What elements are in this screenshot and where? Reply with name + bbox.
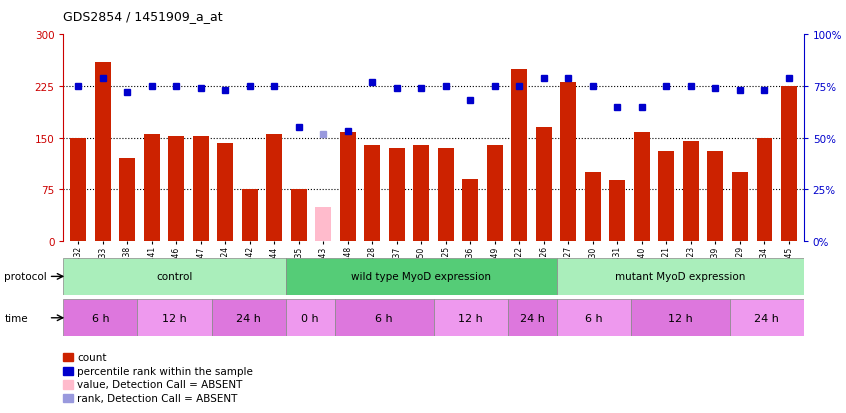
- Bar: [137, 299, 212, 337]
- Bar: [557, 299, 631, 337]
- Text: percentile rank within the sample: percentile rank within the sample: [77, 366, 253, 376]
- Text: 24 h: 24 h: [755, 313, 779, 323]
- Bar: [70, 138, 86, 242]
- Bar: [487, 145, 503, 242]
- Bar: [193, 137, 209, 242]
- Bar: [683, 142, 699, 242]
- Bar: [266, 135, 283, 242]
- Bar: [729, 299, 804, 337]
- Bar: [732, 173, 748, 242]
- Bar: [119, 159, 135, 242]
- Text: 12 h: 12 h: [668, 313, 693, 323]
- Text: protocol: protocol: [4, 272, 47, 282]
- Text: 0 h: 0 h: [301, 313, 319, 323]
- Bar: [95, 63, 111, 242]
- Text: 6 h: 6 h: [585, 313, 602, 323]
- Bar: [285, 258, 557, 295]
- Bar: [335, 299, 433, 337]
- Bar: [316, 207, 332, 242]
- Bar: [212, 299, 285, 337]
- Text: control: control: [157, 272, 193, 282]
- Text: 6 h: 6 h: [376, 313, 393, 323]
- Text: mutant MyoD expression: mutant MyoD expression: [615, 272, 745, 282]
- Bar: [631, 299, 729, 337]
- Bar: [291, 190, 307, 242]
- Bar: [560, 83, 576, 242]
- Bar: [756, 138, 772, 242]
- Bar: [63, 299, 137, 337]
- Bar: [585, 173, 601, 242]
- Text: 12 h: 12 h: [162, 313, 187, 323]
- Bar: [63, 258, 285, 295]
- Text: time: time: [4, 313, 28, 323]
- Bar: [781, 87, 797, 242]
- Text: 12 h: 12 h: [459, 313, 483, 323]
- Bar: [658, 152, 674, 242]
- Bar: [365, 145, 380, 242]
- Bar: [508, 299, 557, 337]
- Bar: [463, 180, 478, 242]
- Text: rank, Detection Call = ABSENT: rank, Detection Call = ABSENT: [77, 393, 238, 403]
- Bar: [217, 144, 233, 242]
- Bar: [707, 152, 723, 242]
- Bar: [242, 190, 258, 242]
- Bar: [536, 128, 552, 242]
- Text: 24 h: 24 h: [519, 313, 545, 323]
- Bar: [340, 133, 356, 242]
- Bar: [438, 149, 453, 242]
- Bar: [511, 69, 527, 242]
- Bar: [414, 145, 429, 242]
- Bar: [609, 181, 625, 242]
- Text: GDS2854 / 1451909_a_at: GDS2854 / 1451909_a_at: [63, 10, 223, 23]
- Bar: [168, 137, 184, 242]
- Text: value, Detection Call = ABSENT: value, Detection Call = ABSENT: [77, 380, 242, 389]
- Text: count: count: [77, 352, 107, 362]
- Text: 24 h: 24 h: [236, 313, 261, 323]
- Bar: [634, 133, 650, 242]
- Bar: [285, 299, 335, 337]
- Text: 6 h: 6 h: [91, 313, 109, 323]
- Text: wild type MyoD expression: wild type MyoD expression: [351, 272, 492, 282]
- Bar: [389, 149, 404, 242]
- Bar: [144, 135, 160, 242]
- Bar: [557, 258, 804, 295]
- Bar: [433, 299, 508, 337]
